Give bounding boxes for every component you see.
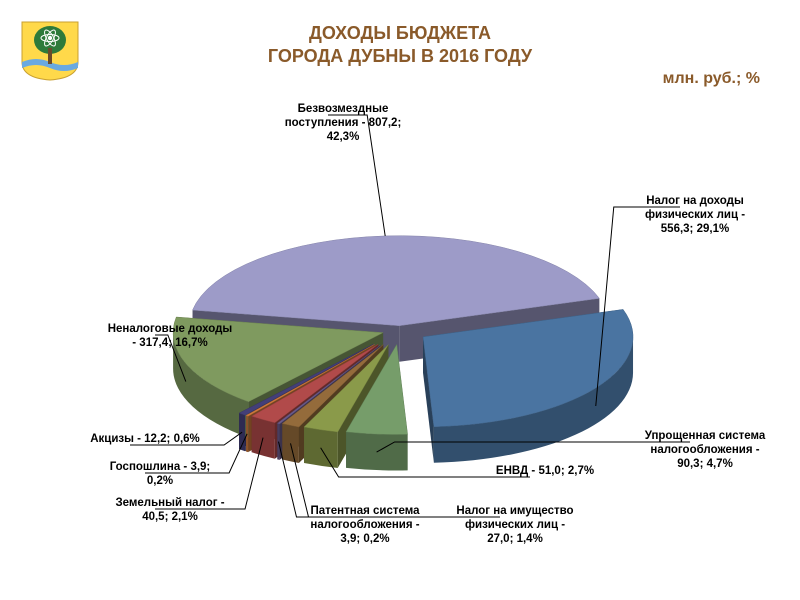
slice-label: ЕНВД - 51,0; 2,7% xyxy=(470,465,620,479)
pie-slice-wall xyxy=(252,416,275,459)
pie-slice-wall xyxy=(346,432,408,471)
pie-slice-wall xyxy=(282,424,299,463)
pie-slice-wall xyxy=(246,415,248,452)
slice-label: Патентная система налогообложения - 3,9;… xyxy=(290,505,440,546)
title-line-2: ГОРОДА ДУБНЫ В 2016 ГОДУ xyxy=(268,46,532,66)
pie-chart: Безвозмездные поступления - 807,2; 42,3%… xyxy=(0,85,800,600)
slice-label: Налог на имущество физических лиц - 27,0… xyxy=(440,505,590,546)
slice-label: Земельный налог - 40,5; 2,1% xyxy=(95,497,245,525)
slice-label: Акцизы - 12,2; 0,6% xyxy=(70,433,220,447)
page-title: ДОХОДЫ БЮДЖЕТА ГОРОДА ДУБНЫ В 2016 ГОДУ xyxy=(0,22,800,67)
slice-label: Налог на доходы физических лиц - 556,3; … xyxy=(620,195,770,236)
slice-label: Неналоговые доходы - 317,4; 16,7% xyxy=(95,323,245,351)
slice-label: Упрощенная система налогообложения - 90,… xyxy=(630,430,780,471)
pie-slice-wall xyxy=(277,423,279,460)
slice-label: Безвозмездные поступления - 807,2; 42,3% xyxy=(268,103,418,144)
title-line-1: ДОХОДЫ БЮДЖЕТА xyxy=(309,23,491,43)
pie-slice-wall xyxy=(304,427,338,468)
slice-label: Госпошлина - 3,9; 0,2% xyxy=(85,461,235,489)
